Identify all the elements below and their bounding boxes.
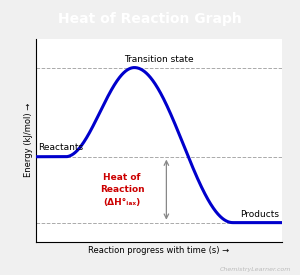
X-axis label: Reaction progress with time (s) →: Reaction progress with time (s) →: [88, 246, 230, 255]
Text: Heat of
Reaction
(ΔH°ᵢₐₓ): Heat of Reaction (ΔH°ᵢₐₓ): [100, 173, 144, 207]
Text: Transition state: Transition state: [124, 55, 194, 64]
Y-axis label: Energy (kJ/mol) →: Energy (kJ/mol) →: [24, 103, 33, 177]
Text: ChemistryLearner.com: ChemistryLearner.com: [220, 267, 291, 272]
Text: Heat of Reaction Graph: Heat of Reaction Graph: [58, 12, 242, 26]
Text: Reactants: Reactants: [38, 143, 84, 152]
Text: Products: Products: [240, 210, 279, 219]
